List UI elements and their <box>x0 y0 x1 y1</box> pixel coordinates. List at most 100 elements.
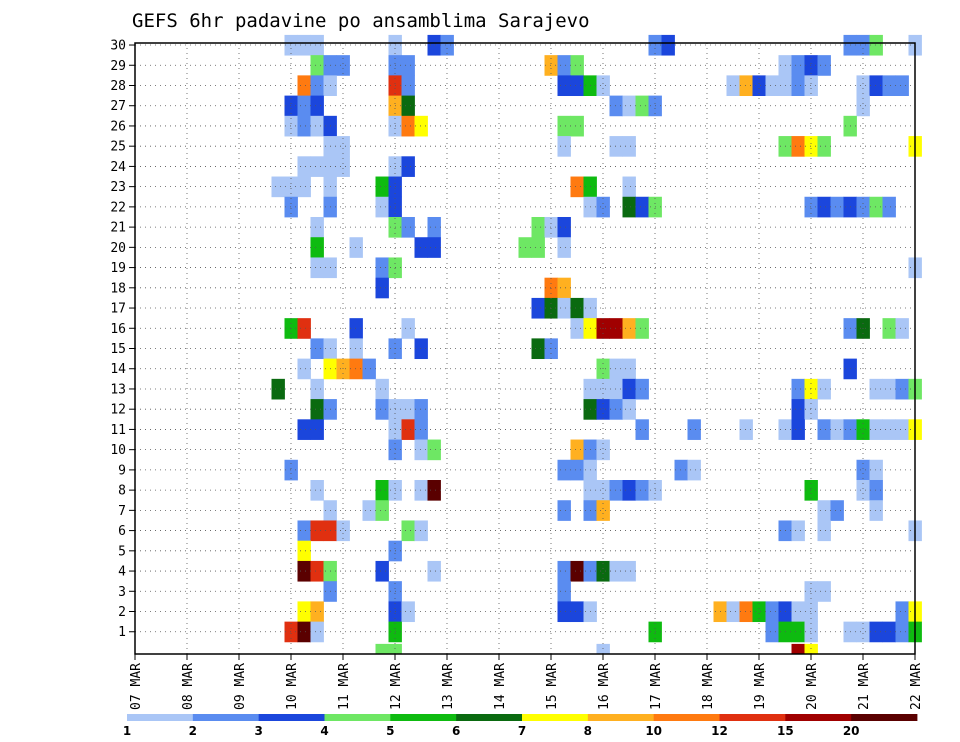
heatmap-cell <box>336 55 350 76</box>
y-tick-label: 23 <box>110 180 126 195</box>
heatmap-cell <box>310 156 324 177</box>
y-tick-label: 4 <box>118 565 126 580</box>
y-tick-label: 3 <box>118 585 126 600</box>
heatmap-cell <box>882 75 896 97</box>
heatmap-cell <box>388 643 402 655</box>
heatmap-cell <box>531 338 545 360</box>
colorbar-swatch <box>587 714 655 721</box>
colorbar-label: 7 <box>518 724 526 738</box>
x-tick-label: 22 MAR <box>909 663 924 710</box>
heatmap-cell <box>401 55 415 76</box>
heatmap-cell <box>401 318 415 339</box>
heatmap-cell <box>544 55 558 76</box>
heatmap-cell <box>804 136 818 157</box>
heatmap-cell <box>284 95 298 117</box>
colorbar-label: 1 <box>123 724 131 738</box>
heatmap-cell <box>765 75 779 97</box>
y-tick-label: 21 <box>110 221 126 236</box>
y-tick-label: 29 <box>110 59 126 74</box>
heatmap-cell <box>869 378 883 400</box>
heatmap-cell <box>635 196 649 218</box>
heatmap-cell <box>414 480 428 501</box>
heatmap-cell <box>791 55 805 76</box>
heatmap-cell <box>310 34 324 56</box>
heatmap-cell <box>817 136 831 157</box>
heatmap-cell <box>284 459 298 481</box>
heatmap-cell <box>310 95 324 117</box>
heatmap-cell <box>739 75 753 97</box>
heatmap-cell <box>622 358 636 380</box>
colorbar-label: 5 <box>386 724 394 738</box>
heatmap-cell <box>856 621 870 643</box>
heatmap-cell <box>882 419 896 440</box>
colorbar-swatch <box>785 714 852 721</box>
heatmap-cell <box>414 115 428 137</box>
heatmap-cell <box>297 419 311 440</box>
heatmap-cell <box>830 196 844 218</box>
heatmap-cell <box>297 34 311 56</box>
heatmap-cell <box>596 75 610 97</box>
heatmap-cell <box>817 500 831 521</box>
dotted-grid <box>135 43 915 654</box>
heatmap-cell <box>271 176 285 198</box>
x-tick-label: 12 MAR <box>389 663 404 710</box>
heatmap-cell <box>544 216 558 238</box>
heatmap-cell <box>869 621 883 643</box>
heatmap-cell <box>557 277 571 299</box>
y-tick-label: 19 <box>110 261 126 276</box>
x-tick-label: 11 MAR <box>337 663 352 710</box>
heatmap-cell <box>297 115 311 137</box>
heatmap-cell <box>297 95 311 117</box>
heatmap-cell <box>804 581 818 602</box>
heatmap-cell <box>570 601 584 623</box>
heatmap-cell <box>817 520 831 542</box>
heatmap-cell <box>570 55 584 76</box>
heatmap-cell <box>817 581 831 602</box>
heatmap-cell <box>414 520 428 542</box>
heatmap-cell <box>804 399 818 420</box>
heatmap-cell <box>271 378 285 400</box>
y-tick-label: 6 <box>118 524 126 539</box>
heatmap-cell <box>375 277 389 299</box>
heatmap-cell <box>596 480 610 501</box>
heatmap-cell <box>635 419 649 440</box>
heatmap-cell <box>375 257 389 279</box>
heatmap-cell <box>570 560 584 582</box>
heatmap-cell <box>817 378 831 400</box>
heatmap-cell <box>804 643 818 655</box>
heatmap-cell <box>635 480 649 501</box>
colorbar-label: 20 <box>843 724 860 738</box>
colorbar-label: 3 <box>254 724 262 738</box>
heatmap-cell <box>869 34 883 56</box>
heatmap-cell <box>752 75 766 97</box>
heatmap-cell <box>817 55 831 76</box>
heatmap-cell <box>557 55 571 76</box>
y-tick-label: 28 <box>110 79 126 94</box>
y-tick-label: 9 <box>118 463 126 478</box>
heatmap-cell <box>609 358 623 380</box>
heatmap-cell <box>297 621 311 643</box>
y-tick-label: 15 <box>110 342 126 357</box>
heatmap-cell <box>310 560 324 582</box>
heatmap-cell <box>570 297 584 319</box>
y-tick-label: 30 <box>110 39 126 54</box>
heatmap-cell <box>349 237 363 258</box>
heatmap-cell <box>349 318 363 339</box>
colorbar-swatch <box>390 714 457 721</box>
heatmap-cell <box>869 480 883 501</box>
heatmap-cell <box>375 500 389 521</box>
heatmap-cell <box>557 581 571 602</box>
heatmap-cell <box>570 459 584 481</box>
heatmap-cell <box>557 459 571 481</box>
heatmap-cell <box>570 439 584 461</box>
heatmap-cell <box>557 216 571 238</box>
heatmap-cell <box>635 378 649 400</box>
heatmap-cell <box>596 196 610 218</box>
heatmap-cell <box>869 419 883 440</box>
heatmap-cell <box>284 621 298 643</box>
heatmap-cell <box>427 560 441 582</box>
heatmap-cell <box>375 480 389 501</box>
heatmap-cell <box>609 318 623 339</box>
heatmap-cell <box>427 237 441 258</box>
y-tick-label: 2 <box>118 605 126 620</box>
